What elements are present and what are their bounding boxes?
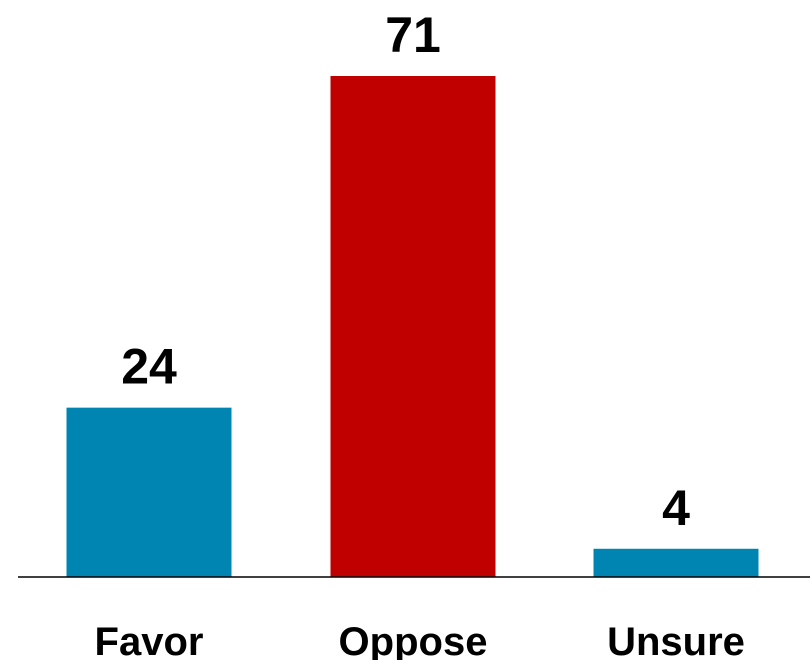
category-label-oppose: Oppose: [339, 620, 488, 660]
category-label-unsure: Unsure: [607, 620, 745, 660]
value-label-favor: 24: [121, 339, 177, 395]
bars-layer: [66, 76, 759, 577]
value-label-unsure: 4: [662, 480, 690, 536]
value-labels-layer: 24 71 4: [121, 7, 690, 536]
category-labels-layer: Favor Oppose Unsure: [95, 620, 745, 660]
bar-favor: [66, 407, 232, 577]
bar-oppose: [330, 76, 496, 577]
category-label-favor: Favor: [95, 620, 204, 660]
value-label-oppose: 71: [385, 7, 441, 63]
bar-unsure: [593, 548, 759, 577]
